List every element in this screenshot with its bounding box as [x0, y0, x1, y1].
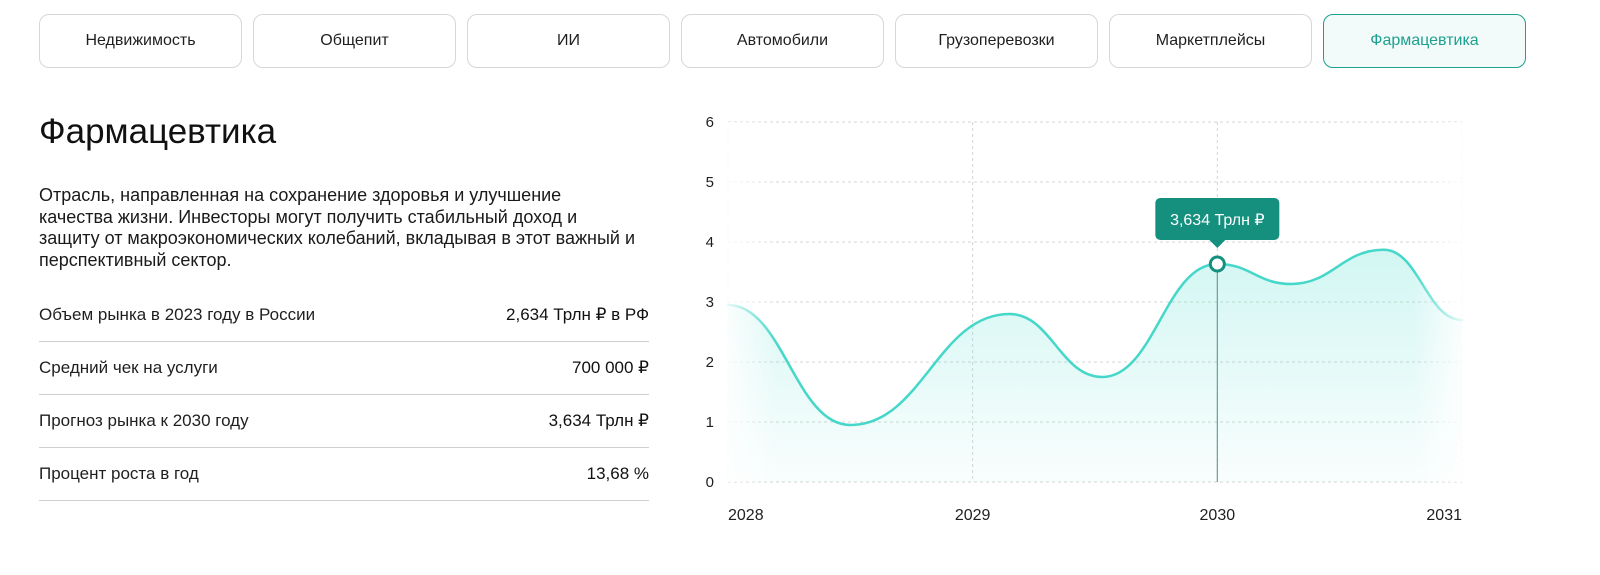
market-stats: Объем рынка в 2023 году в России 2,634 Т…	[39, 289, 649, 501]
y-tick-label: 6	[706, 114, 714, 131]
stat-row: Объем рынка в 2023 году в России 2,634 Т…	[39, 289, 649, 342]
highlight-point	[1208, 255, 1226, 273]
stat-row: Процент роста в год 13,68 %	[39, 448, 649, 501]
stat-value: 2,634 Трлн ₽ в РФ	[506, 305, 649, 324]
x-tick-label: 2030	[1200, 507, 1236, 524]
y-tick-label: 5	[706, 174, 714, 191]
stat-value: 700 000 ₽	[572, 358, 649, 377]
tooltip-label: 3,634 Трлн ₽	[1170, 212, 1265, 229]
tab-real-estate[interactable]: Недвижимость	[39, 14, 242, 68]
stat-label: Прогноз рынка к 2030 году	[39, 411, 249, 430]
category-tabs: Недвижимость Общепит ИИ Автомобили Грузо…	[39, 14, 1569, 70]
tab-automobiles[interactable]: Автомобили	[681, 14, 884, 68]
tooltip-box	[1155, 197, 1280, 240]
stat-label: Процент роста в год	[39, 464, 199, 483]
x-tick-label: 2029	[955, 507, 991, 524]
stat-value: 3,634 Трлн ₽	[548, 411, 649, 430]
stat-value: 13,68 %	[586, 464, 649, 483]
chart-series	[726, 122, 1464, 482]
section-title: Фармацевтика	[39, 112, 277, 151]
market-forecast-chart: 0 1 2 3 4 5 6 2028 2029 2030 2031 3,634 Трлн ₽	[706, 114, 1464, 524]
chart-axes: 0 1 2 3 4 5 6 2028 2029 2030 2031	[706, 114, 1462, 524]
stat-row: Прогноз рынка к 2030 году 3,634 Трлн ₽	[39, 395, 649, 448]
x-tick-label: 2031	[1426, 507, 1462, 524]
tab-ai[interactable]: ИИ	[467, 14, 670, 68]
y-tick-label: 1	[706, 414, 714, 431]
stat-row: Средний чек на услуги 700 000 ₽	[39, 342, 649, 395]
section-description: Отрасль, направленная на сохранение здор…	[39, 185, 636, 270]
tab-freight[interactable]: Грузоперевозки	[895, 14, 1098, 68]
y-tick-label: 0	[706, 474, 714, 491]
tab-marketplaces[interactable]: Маркетплейсы	[1109, 14, 1312, 68]
stat-label: Средний чек на услуги	[39, 358, 218, 377]
stat-label: Объем рынка в 2023 году в России	[39, 305, 316, 324]
chart-highlight: 3,634 Трлн ₽	[1155, 197, 1280, 482]
y-tick-label: 2	[706, 354, 714, 371]
x-tick-label: 2028	[728, 507, 764, 524]
tab-catering[interactable]: Общепит	[253, 14, 456, 68]
y-tick-label: 4	[706, 234, 714, 251]
series-edge-fade	[726, 122, 1464, 482]
tab-pharmaceutics[interactable]: Фармацевтика	[1323, 14, 1526, 68]
tooltip-pointer	[1209, 239, 1226, 248]
y-tick-label: 3	[706, 294, 714, 311]
